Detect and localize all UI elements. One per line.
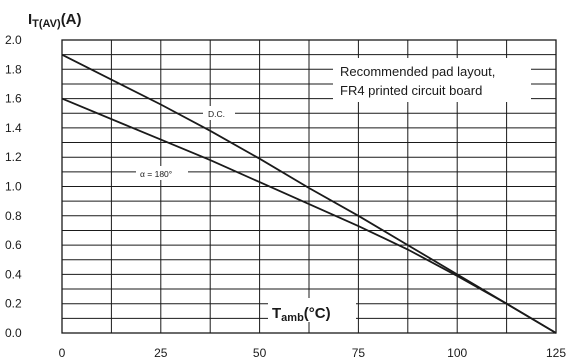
y-tick-label: 1.8 [5,62,22,76]
y-tick-label: 0.6 [5,238,22,252]
curves [61,53,557,334]
annotation-line-1: Recommended pad layout, [340,64,495,79]
y-tick-label: 0.2 [5,297,22,311]
x-axis-title: Tamb(°C) [268,298,356,324]
y-axis-title: IT(AV)(A) [28,11,82,30]
series-label-alpha: α = 180° [136,166,188,180]
tick-labels: 0.0 0.2 0.4 0.6 0.8 1.0 1.2 1.4 1.6 1.8 2.0 0 25 50 75… [5,33,566,360]
y-tick-label: 1.4 [5,121,22,135]
x-tick-label: 100 [447,346,467,360]
svg-text:D.C.: D.C. [208,109,225,119]
x-tick-label: 50 [253,346,267,360]
plot-frame [61,39,557,334]
y-tick-label: 0.0 [5,326,22,340]
y-tick-label: 0.8 [5,209,22,223]
series-line-alpha-180 [61,97,557,334]
x-tick-label: 0 [59,346,66,360]
svg-text:Tamb(°C): Tamb(°C) [272,305,331,324]
x-tick-label: 125 [546,346,566,360]
y-tick-label: 0.4 [5,267,22,281]
y-tick-label: 1.0 [5,180,22,194]
y-tick-label: 1.6 [5,92,22,106]
annotation: Recommended pad layout, FR4 printed circ… [333,58,531,102]
y-tick-label: 2.0 [5,33,22,47]
annotation-line-2: FR4 printed circuit board [340,83,482,98]
y-tick-label: 1.2 [5,150,22,164]
svg-text:α = 180°: α = 180° [140,169,172,179]
x-tick-label: 25 [154,346,168,360]
series-label-dc: D.C. [203,106,235,120]
x-tick-label: 75 [352,346,366,360]
